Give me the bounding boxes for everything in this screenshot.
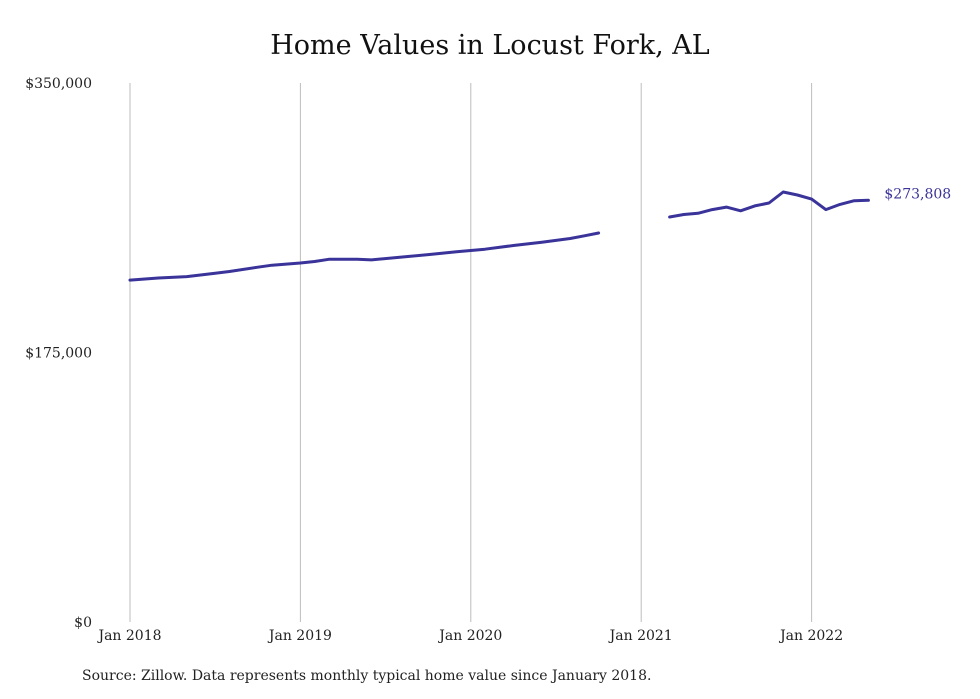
x-axis-labels: Jan 2018 Jan 2019 Jan 2020 Jan 2021 Jan 2022 [96,628,843,644]
y-axis-labels: $0 $175,000 $350,000 [25,76,92,631]
end-value-label: $273,808 [884,186,951,202]
series-line-segment-1 [128,231,601,282]
chart-title: Home Values in Locust Fork, AL [270,30,710,61]
series-lines [128,190,870,282]
series-line-segment-2 [668,190,870,219]
y-tick-label: $0 [74,615,92,631]
annotations: $273,808 [884,186,951,202]
grid-lines [129,83,813,622]
y-tick-label: $175,000 [25,346,92,362]
x-tick-label: Jan 2021 [608,628,673,644]
x-tick-label: Jan 2018 [96,628,161,644]
source-note: Source: Zillow. Data represents monthly … [82,668,652,684]
x-tick-label: Jan 2022 [778,628,843,644]
y-tick-label: $350,000 [25,76,92,92]
x-tick-label: Jan 2020 [437,628,502,644]
line-chart: $0$175,000$350,000 Jan 2018 Jan 2019 Jan 2… [25,76,951,644]
x-tick-label: Jan 2019 [267,628,332,644]
